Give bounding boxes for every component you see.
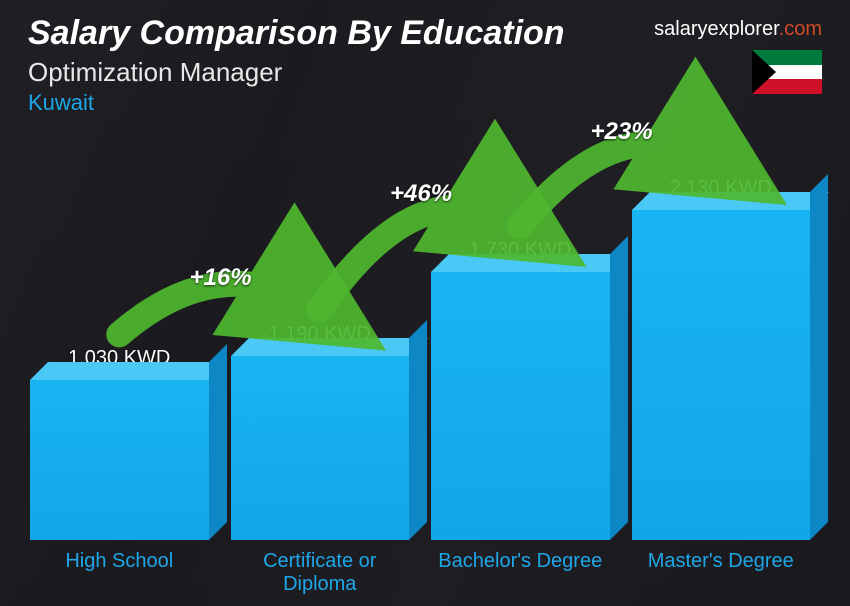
increase-label: +23% <box>591 118 653 146</box>
increase-arc-icon <box>0 0 850 606</box>
